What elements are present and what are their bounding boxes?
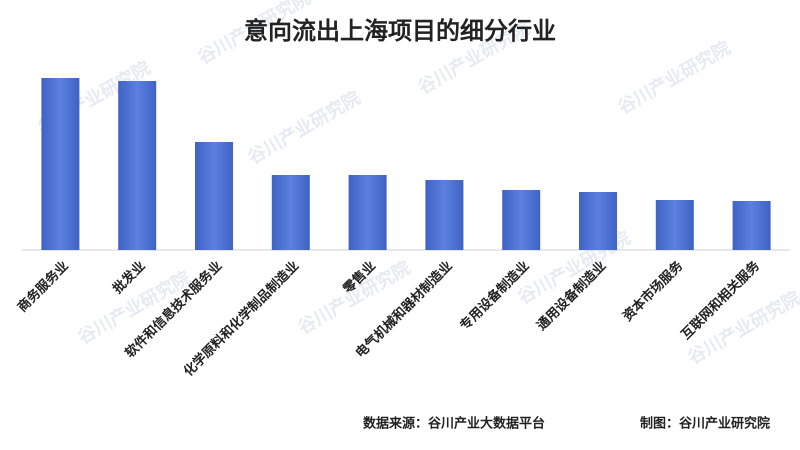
source: 数据来源：谷川产业大数据平台	[363, 416, 545, 432]
chart-title: 意向流出上海项目的细分行业	[244, 17, 556, 45]
bar	[118, 81, 157, 250]
bar	[655, 200, 694, 250]
bar	[502, 190, 541, 250]
credit: 制图：谷川产业研究院	[640, 416, 770, 432]
watermark: 谷川产业研究院	[614, 37, 734, 119]
watermark: 谷川产业研究院	[244, 87, 364, 169]
bar	[732, 201, 771, 250]
x-tick-label: 资本市场服务	[620, 257, 687, 324]
bar	[348, 175, 387, 250]
bar	[425, 180, 464, 250]
bar	[195, 142, 233, 250]
bar	[271, 175, 310, 250]
bar	[579, 192, 617, 250]
bar	[41, 78, 80, 250]
x-tick-label: 商务服务业	[14, 258, 71, 315]
